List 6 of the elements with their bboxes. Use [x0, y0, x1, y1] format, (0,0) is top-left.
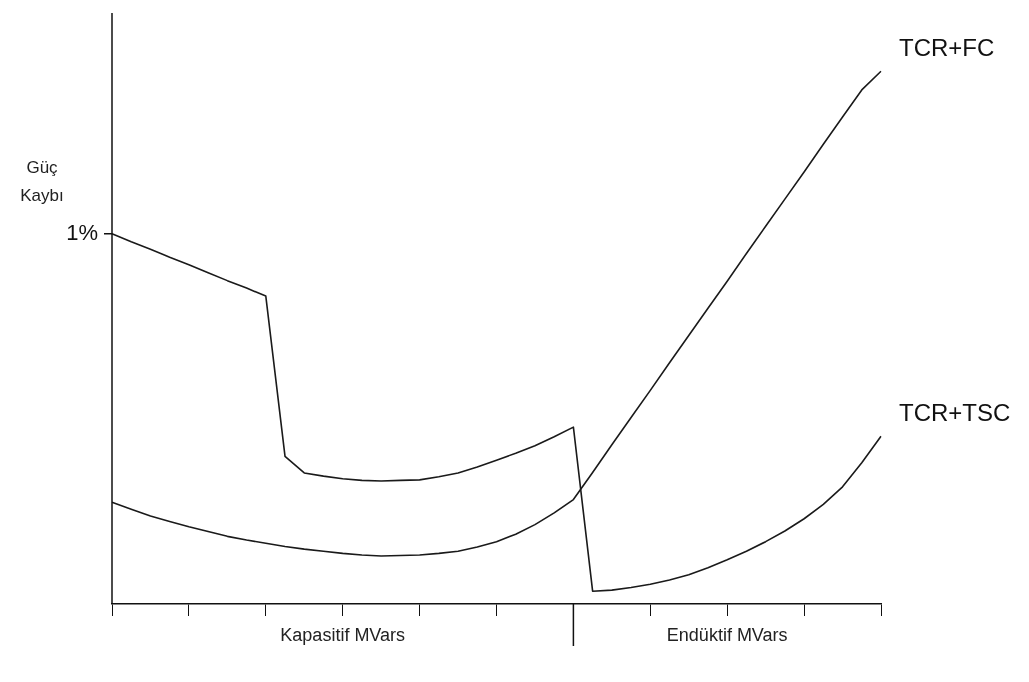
series-label: TCR+FC: [899, 33, 995, 61]
text: Endüktif MVars: [666, 624, 788, 645]
text: 1%: [66, 219, 98, 245]
text: Kapasitif MVars: [280, 624, 406, 645]
series-label: TCR+TSC: [899, 398, 1011, 426]
y-axis-title: Güç Kaybı: [20, 157, 64, 205]
